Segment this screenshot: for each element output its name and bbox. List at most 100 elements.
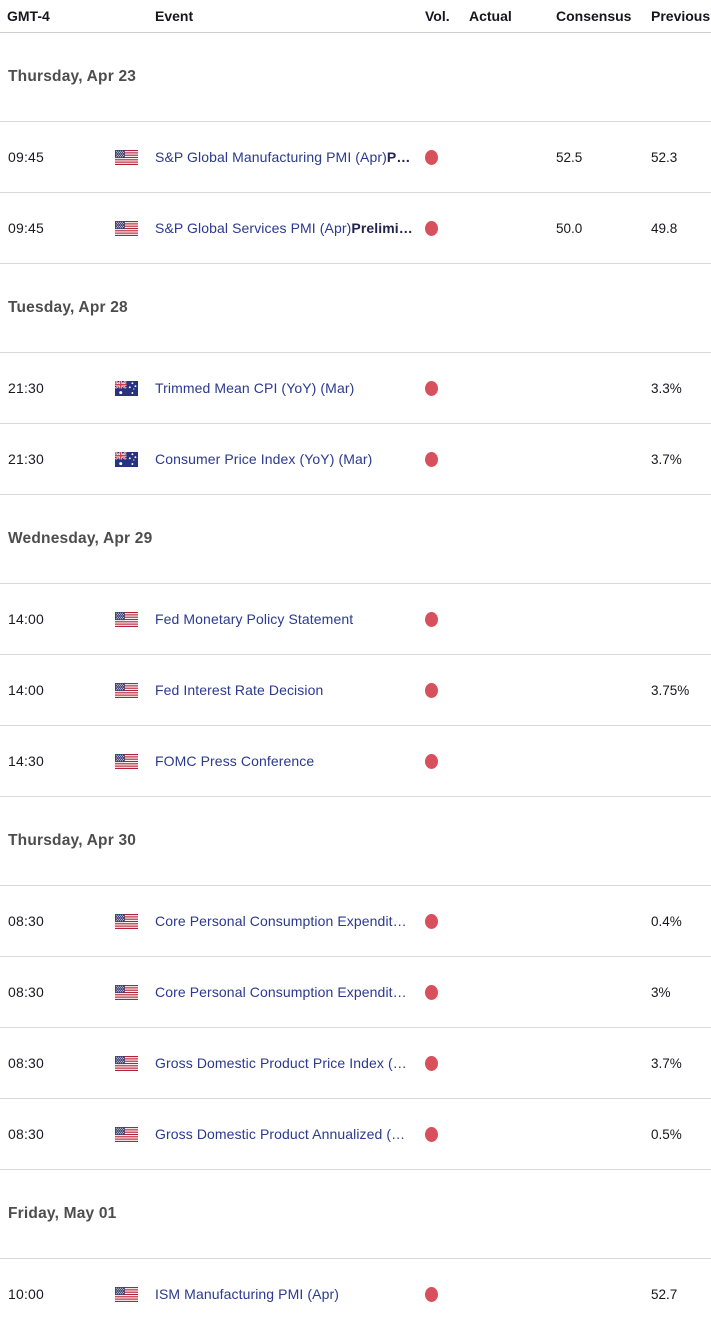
volatility-cell bbox=[425, 682, 466, 698]
date-header-label: Thursday, Apr 23 bbox=[8, 68, 137, 85]
date-header-label: Wednesday, Apr 29 bbox=[8, 530, 153, 547]
event-time: 09:45 bbox=[8, 220, 45, 236]
volatility-high-dot-icon bbox=[425, 913, 438, 929]
us-flag-icon bbox=[115, 913, 155, 929]
date-section-rows: 14:00 Fed Monetary Policy Statement 14:0… bbox=[0, 584, 711, 797]
date-header: Friday, May 01 bbox=[0, 1170, 711, 1259]
event-name-link[interactable]: FOMC Press Conference bbox=[155, 753, 425, 769]
previous-value: 3.7% bbox=[651, 451, 682, 467]
event-time: 08:30 bbox=[8, 1055, 45, 1071]
volatility-cell bbox=[425, 1055, 466, 1071]
event-time: 08:30 bbox=[8, 913, 45, 929]
date-section: Friday, May 01 10:00 ISM Manufacturing P… bbox=[0, 1170, 711, 1320]
australia-flag-icon bbox=[115, 380, 155, 396]
event-row[interactable]: 09:45 S&P Global Manufacturing PMI (Apr)… bbox=[0, 122, 711, 193]
volatility-high-dot-icon bbox=[425, 149, 438, 165]
date-header: Thursday, Apr 30 bbox=[0, 797, 711, 886]
column-header-gmt: GMT-4 bbox=[7, 8, 50, 24]
event-row[interactable]: 09:45 S&P Global Services PMI (Apr)Preli… bbox=[0, 193, 711, 264]
date-header-label: Thursday, Apr 30 bbox=[8, 832, 137, 849]
event-name-link[interactable]: Trimmed Mean CPI (YoY) (Mar) bbox=[155, 380, 425, 396]
calendar-sections: Thursday, Apr 23 09:45 S&P Global Manufa… bbox=[0, 33, 711, 1320]
event-row[interactable]: 21:30 Trimmed Mean CPI (YoY) (Mar) 3.3% bbox=[0, 353, 711, 424]
event-time: 21:30 bbox=[8, 380, 45, 396]
volatility-high-dot-icon bbox=[425, 380, 438, 396]
us-flag-icon bbox=[115, 1286, 155, 1302]
column-header-row: GMT-4 Event Vol. Actual Consensus Previo… bbox=[0, 0, 711, 33]
date-section-rows: 21:30 Trimmed Mean CPI (YoY) (Mar) 3.3% … bbox=[0, 353, 711, 495]
event-name-link[interactable]: Fed Monetary Policy Statement bbox=[155, 611, 425, 627]
event-name-link[interactable]: Fed Interest Rate Decision bbox=[155, 682, 425, 698]
us-flag-icon bbox=[115, 984, 155, 1000]
previous-value: 52.3 bbox=[651, 149, 678, 165]
event-time: 14:00 bbox=[8, 682, 45, 698]
date-section-rows: 08:30 Core Personal Consumption Expendit… bbox=[0, 886, 711, 1170]
date-section-rows: 10:00 ISM Manufacturing PMI (Apr) 52.7 bbox=[0, 1259, 711, 1320]
date-header-label: Friday, May 01 bbox=[8, 1205, 117, 1222]
previous-value: 52.7 bbox=[651, 1286, 678, 1302]
date-header: Thursday, Apr 23 bbox=[0, 33, 711, 122]
date-header-label: Tuesday, Apr 28 bbox=[8, 299, 128, 316]
event-name-link[interactable]: Core Personal Consumption Expendit… bbox=[155, 913, 425, 929]
volatility-cell bbox=[425, 451, 466, 467]
event-name-bold-suffix: P… bbox=[386, 149, 411, 165]
column-header-actual: Actual bbox=[469, 8, 512, 24]
event-name-link[interactable]: ISM Manufacturing PMI (Apr) bbox=[155, 1286, 425, 1302]
previous-value: 3% bbox=[651, 984, 671, 1000]
volatility-cell bbox=[425, 913, 466, 929]
event-time: 14:00 bbox=[8, 611, 45, 627]
date-header: Tuesday, Apr 28 bbox=[0, 264, 711, 353]
event-row[interactable]: 14:00 Fed Interest Rate Decision 3.75% bbox=[0, 655, 711, 726]
event-row[interactable]: 21:30 Consumer Price Index (YoY) (Mar) 3… bbox=[0, 424, 711, 495]
event-row[interactable]: 10:00 ISM Manufacturing PMI (Apr) 52.7 bbox=[0, 1259, 711, 1320]
volatility-high-dot-icon bbox=[425, 1055, 438, 1071]
australia-flag-icon bbox=[115, 451, 155, 467]
volatility-cell bbox=[425, 149, 466, 165]
event-name-link[interactable]: S&P Global Services PMI (Apr)Prelimi… bbox=[155, 220, 425, 236]
event-name-text: ISM Manufacturing PMI (Apr) bbox=[155, 1286, 339, 1302]
event-name-link[interactable]: S&P Global Manufacturing PMI (Apr)P… bbox=[155, 149, 425, 165]
event-name-text: Gross Domestic Product Price Index (… bbox=[155, 1055, 407, 1071]
volatility-high-dot-icon bbox=[425, 451, 438, 467]
consensus-value: 50.0 bbox=[556, 220, 583, 236]
event-name-link[interactable]: Consumer Price Index (YoY) (Mar) bbox=[155, 451, 425, 467]
volatility-high-dot-icon bbox=[425, 984, 438, 1000]
volatility-high-dot-icon bbox=[425, 1126, 438, 1142]
volatility-high-dot-icon bbox=[425, 220, 438, 236]
date-section-rows: 09:45 S&P Global Manufacturing PMI (Apr)… bbox=[0, 122, 711, 264]
volatility-cell bbox=[425, 1126, 466, 1142]
volatility-high-dot-icon bbox=[425, 682, 438, 698]
event-name-text: Core Personal Consumption Expendit… bbox=[155, 984, 407, 1000]
event-name-bold-suffix: Prelimi… bbox=[351, 220, 413, 236]
us-flag-icon bbox=[115, 611, 155, 627]
event-row[interactable]: 08:30 Core Personal Consumption Expendit… bbox=[0, 886, 711, 957]
event-row[interactable]: 08:30 Gross Domestic Product Price Index… bbox=[0, 1028, 711, 1099]
event-row[interactable]: 14:30 FOMC Press Conference bbox=[0, 726, 711, 797]
volatility-high-dot-icon bbox=[425, 611, 438, 627]
us-flag-icon bbox=[115, 1055, 155, 1071]
us-flag-icon bbox=[115, 220, 155, 236]
previous-value: 3.3% bbox=[651, 380, 682, 396]
event-name-link[interactable]: Gross Domestic Product Price Index (… bbox=[155, 1055, 425, 1071]
volatility-cell bbox=[425, 984, 466, 1000]
column-header-event: Event bbox=[155, 8, 194, 24]
event-name-text: Gross Domestic Product Annualized (… bbox=[155, 1126, 406, 1142]
us-flag-icon bbox=[115, 753, 155, 769]
event-row[interactable]: 08:30 Core Personal Consumption Expendit… bbox=[0, 957, 711, 1028]
event-name-link[interactable]: Gross Domestic Product Annualized (… bbox=[155, 1126, 425, 1142]
event-name-text: Core Personal Consumption Expendit… bbox=[155, 913, 407, 929]
event-name-text: FOMC Press Conference bbox=[155, 753, 315, 769]
volatility-cell bbox=[425, 220, 466, 236]
event-time: 21:30 bbox=[8, 451, 45, 467]
volatility-cell bbox=[425, 1286, 466, 1302]
event-name-text: Fed Monetary Policy Statement bbox=[155, 611, 354, 627]
event-row[interactable]: 14:00 Fed Monetary Policy Statement bbox=[0, 584, 711, 655]
event-row[interactable]: 08:30 Gross Domestic Product Annualized … bbox=[0, 1099, 711, 1170]
event-name-text: Consumer Price Index (YoY) (Mar) bbox=[155, 451, 373, 467]
column-header-consensus: Consensus bbox=[556, 8, 632, 24]
event-name-link[interactable]: Core Personal Consumption Expendit… bbox=[155, 984, 425, 1000]
previous-value: 3.7% bbox=[651, 1055, 682, 1071]
date-section: Thursday, Apr 30 08:30 Core Personal Con… bbox=[0, 797, 711, 1170]
event-name-text: Fed Interest Rate Decision bbox=[155, 682, 324, 698]
us-flag-icon bbox=[115, 149, 155, 165]
